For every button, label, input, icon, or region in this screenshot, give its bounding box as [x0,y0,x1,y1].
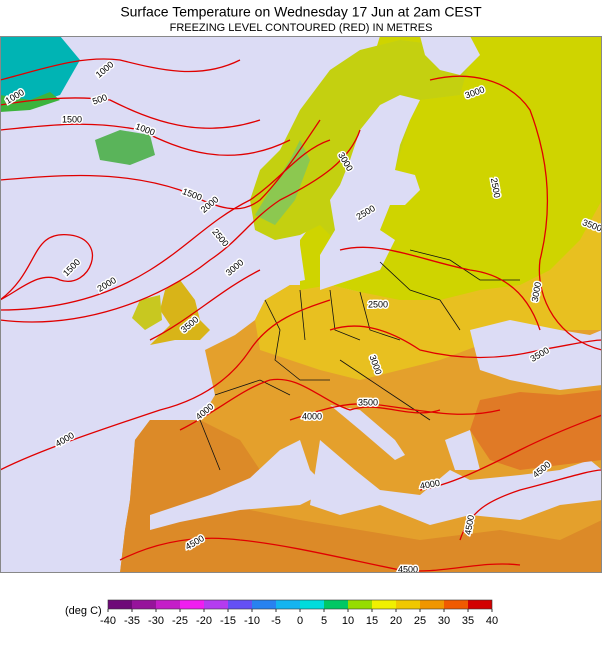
land-iceland [95,130,155,165]
legend-tick-label: -40 [100,615,116,627]
legend-swatch [468,600,492,609]
contour-label: 4500 [398,564,418,574]
land-iberia-africa [120,420,602,573]
legend-swatch [420,600,444,609]
legend-swatch [276,600,300,609]
legend-swatch [228,600,252,609]
legend-tick-label: -25 [172,615,188,627]
land-turkey [470,390,602,470]
legend-swatch [444,600,468,609]
sea-med-east [310,440,602,525]
sea-med-west [150,440,330,530]
contour-label: 4000 [302,411,322,421]
sea-baltic [320,95,420,290]
land-greenland-coast [0,92,60,112]
land-ireland [132,295,162,330]
legend-swatch [324,600,348,609]
legend-unit: (deg C) [65,605,102,617]
legend-tick-label: -15 [220,615,236,627]
legend-tick-label: -20 [196,615,212,627]
legend-tick-label: -30 [148,615,164,627]
legend-tick-label: 20 [390,615,402,627]
sea-north [245,240,305,298]
legend-tick-label: -10 [244,615,260,627]
sea-aegean [445,430,480,470]
legend-tick-label: 30 [438,615,450,627]
legend-tick-label: 10 [342,615,354,627]
legend-swatch [132,600,156,609]
legend-tick-label: 15 [366,615,378,627]
land-britain [150,280,210,345]
sea-black [470,320,602,390]
sea-adriatic [330,405,405,460]
legend-tick-label: 0 [297,615,303,627]
legend-tick-label: 5 [321,615,327,627]
map-subtitle: FREEZING LEVEL CONTOURED (RED) IN METRES [170,22,433,34]
contour-label: 2500 [368,299,388,309]
legend: (deg C) -40 -35 -30 -25 -20 -15 -10 -5 0 5 10 15 20 2… [65,599,498,627]
freezing-level-contours [0,58,602,572]
legend-swatch [204,600,228,609]
contour-label: 1500 [62,114,82,124]
map-title: Surface Temperature on Wednesday 17 Jun … [120,4,482,20]
legend-tick-label: 35 [462,615,474,627]
legend-tick-label: 25 [414,615,426,627]
legend-swatch [108,600,132,609]
legend-swatch [372,600,396,609]
country-borders [199,249,520,471]
legend-tick-label: 40 [486,615,498,627]
legend-tick-label: -35 [124,615,140,627]
legend-tick-label: -5 [271,615,281,627]
sea-white [420,36,480,75]
land-greenland [0,36,80,110]
legend-swatch [156,600,180,609]
legend-swatch [252,600,276,609]
legend-swatch [180,600,204,609]
legend-swatch [348,600,372,609]
contour-label: 3500 [358,397,378,407]
legend-swatch [396,600,420,609]
legend-swatch [300,600,324,609]
